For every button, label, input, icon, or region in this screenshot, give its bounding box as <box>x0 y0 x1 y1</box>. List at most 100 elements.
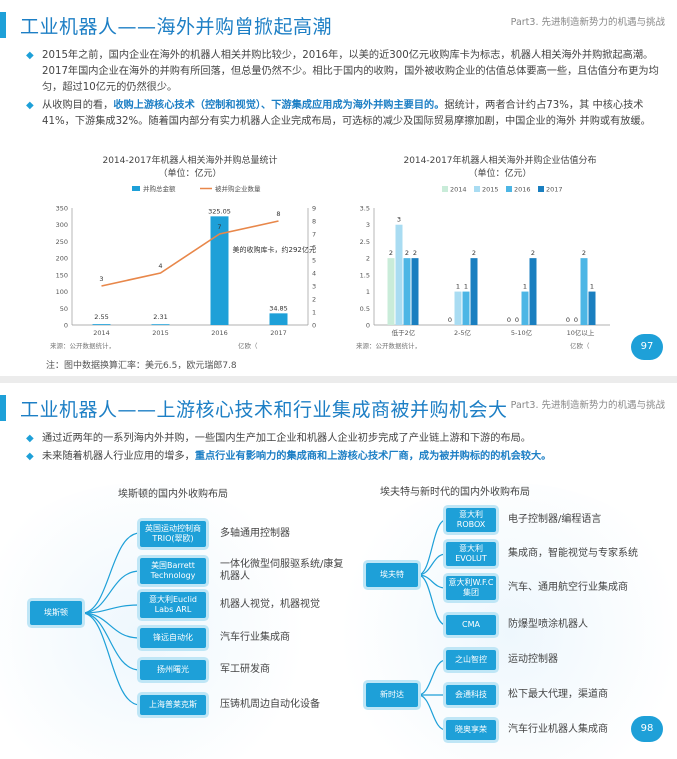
left-tree-title: 埃斯顿的国内外收购布局 <box>118 489 228 500</box>
tree-node-desc: 一体化微型伺服驱系统/康复机器人 <box>220 559 344 582</box>
y-tick-label: 200 <box>56 255 68 263</box>
right-tree-title: 埃夫特与新时代的国内外收购布局 <box>380 487 530 498</box>
line-data-label: 4 <box>158 262 162 270</box>
tree-node: 意大利EVOLUT <box>446 542 496 566</box>
source-label: 来源：公开数据统计， <box>50 341 115 350</box>
x-tick-label: 10亿以上 <box>567 328 595 337</box>
line-data-label: 8 <box>276 210 280 218</box>
bar <box>269 313 288 325</box>
slide-98: 工业机器人——上游核心技术和行业集成商被并购机会大 Part3. 先进制造新势力… <box>0 383 677 759</box>
tree-node: 意大利Euclid Labs ARL <box>140 592 206 618</box>
bar-data-label: 1 <box>456 283 460 291</box>
root-node-estun: 埃斯顿 <box>30 601 82 625</box>
root-node-step: 新时达 <box>366 683 418 707</box>
bar <box>521 291 529 325</box>
page-number: 98 <box>631 716 663 742</box>
chart1-svg: 并购总金额 被并购企业数量 0 50 100 150 200 250 300 350 0 1 2 3 4 5 6… <box>50 184 316 350</box>
slide-divider <box>0 376 677 383</box>
bar-data-label: 2 <box>472 249 476 257</box>
y2-tick-label: 9 <box>312 205 316 213</box>
legend-label: 2016 <box>514 186 531 194</box>
chart2-title: 2014-2017年机器人相关海外并购企业估值分布 <box>403 156 597 166</box>
tree-node-desc: 松下最大代理，渠道商 <box>508 689 608 700</box>
tree-node-desc: 电子控制器/编程语言 <box>508 514 602 525</box>
bar <box>411 258 419 325</box>
bullet-item: ◆ 从收购目的看，收购上游核心技术（控制和视觉）、下游集成应用成为海外并购主要目… <box>26 98 663 130</box>
bar-data-label: 2 <box>413 249 417 257</box>
bar <box>462 291 470 325</box>
tree-node: 会通科技 <box>446 685 496 705</box>
diamond-bullet-icon: ◆ <box>26 433 34 444</box>
bullet-item: ◆ 未来随着机器人行业应用的增多，重点行业有影响力的集成商和上游核心技术厂商，成… <box>26 449 663 465</box>
tree-node-desc: 汽车行业集成商 <box>220 632 290 643</box>
bullet-text-pre: 从收购目的看， <box>42 100 114 111</box>
bullet-text-pre: 未来随着机器人行业应用的增多， <box>42 451 195 462</box>
legend-swatch <box>506 186 512 192</box>
line-series <box>101 220 279 287</box>
line-data-label: 3 <box>99 275 103 283</box>
tree-node: 之山智控 <box>446 650 496 670</box>
tree-node: 扬州曙光 <box>140 660 206 680</box>
bar-data-label: 0 <box>448 316 452 324</box>
bar <box>588 291 596 325</box>
bar-data-label: 1 <box>590 283 594 291</box>
bar <box>210 216 229 325</box>
bullet-highlight: 重点行业有影响力的集成商和上游核心技术厂商，成为被并购标的的机会较大。 <box>194 451 552 462</box>
y-tick-label: 0 <box>64 322 68 330</box>
y-tick-label: 0.5 <box>360 305 370 313</box>
diamond-bullet-icon: ◆ <box>26 50 34 61</box>
bullet-item: ◆ 通过近两年的一系列海内外并购，一些国内生产加工企业和机器人企业初步完成了产业… <box>26 431 663 447</box>
chart1-subtitle: （单位：亿元） <box>158 169 222 179</box>
bullet-item: ◆ 2015年之前，国内企业在海外的机器人相关并购比较少，2016年，以美的近3… <box>26 48 663 96</box>
slide-97: 工业机器人——海外并购曾掀起高潮 Part3. 先进制造新势力的机遇与挑战 ◆ … <box>0 0 677 376</box>
bar-data-label: 1 <box>464 283 468 291</box>
slide-title: 工业机器人——上游核心技术和行业集成商被并购机会大 <box>20 399 508 421</box>
chart1-title: 2014-2017年机器人相关海外并购总量统计 <box>102 156 278 166</box>
line-data-label: 7 <box>217 223 221 231</box>
annotation-text: 美的收购库卡，约292亿元 <box>233 245 316 254</box>
bar <box>92 324 111 325</box>
bar-data-label: 2 <box>389 249 393 257</box>
background-glow <box>320 483 677 759</box>
y2-tick-label: 8 <box>312 218 316 226</box>
y-tick-label: 3 <box>366 221 370 229</box>
y-tick-label: 0 <box>366 322 370 330</box>
bar <box>387 258 395 325</box>
bar-data-label: 2 <box>531 249 535 257</box>
tree-node: 英国运动控制商TRIO(翠欧) <box>140 521 206 547</box>
unit-label: 亿欧（ <box>570 341 590 350</box>
tree-node: 上海普莱克斯 <box>140 695 206 715</box>
y-tick-label: 50 <box>60 305 68 313</box>
diamond-bullet-icon: ◆ <box>26 451 34 462</box>
tree-node-desc: 集成商，智能视觉与专家系统 <box>508 548 638 559</box>
y2-tick-label: 6 <box>312 244 316 252</box>
part-label: Part3. 先进制造新势力的机遇与挑战 <box>510 400 665 411</box>
y-tick-label: 3.5 <box>360 205 370 213</box>
bar-data-label: 2.55 <box>94 313 108 321</box>
bullet-list: ◆ 2015年之前，国内企业在海外的机器人相关并购比较少，2016年，以美的近3… <box>26 48 663 130</box>
source-label: 来源：公开数据统计， <box>356 341 421 350</box>
tree-connectors <box>81 519 447 731</box>
title-accent-bar <box>0 395 6 421</box>
tree-node: 晓奥享荣 <box>446 720 496 740</box>
root-node-efort: 埃夫特 <box>366 563 418 587</box>
x-tick-label: 2015 <box>152 329 169 337</box>
y2-tick-label: 7 <box>312 231 316 239</box>
y2-tick-label: 3 <box>312 283 316 291</box>
diamond-bullet-icon: ◆ <box>26 100 34 111</box>
tree-node: 锋远自动化 <box>140 628 206 648</box>
legend-label: 被并购企业数量 <box>215 184 261 193</box>
part-label: Part3. 先进制造新势力的机遇与挑战 <box>510 17 665 28</box>
y-tick-label: 1.5 <box>360 271 370 279</box>
bar <box>470 258 478 325</box>
bar-data-label: 0 <box>507 316 511 324</box>
bar-data-label: 34.85 <box>269 304 288 312</box>
legend-label: 2017 <box>546 186 563 194</box>
legend-label: 并购总金额 <box>143 184 176 193</box>
bullet-list: ◆ 通过近两年的一系列海内外并购，一些国内生产加工企业和机器人企业初步完成了产业… <box>26 431 663 465</box>
legend-swatch <box>538 186 544 192</box>
bar <box>529 258 537 325</box>
bar-data-label: 1 <box>523 283 527 291</box>
bar-data-label: 325.05 <box>208 207 231 215</box>
tree-node-desc: 汽车行业机器人集成商 <box>508 724 608 735</box>
